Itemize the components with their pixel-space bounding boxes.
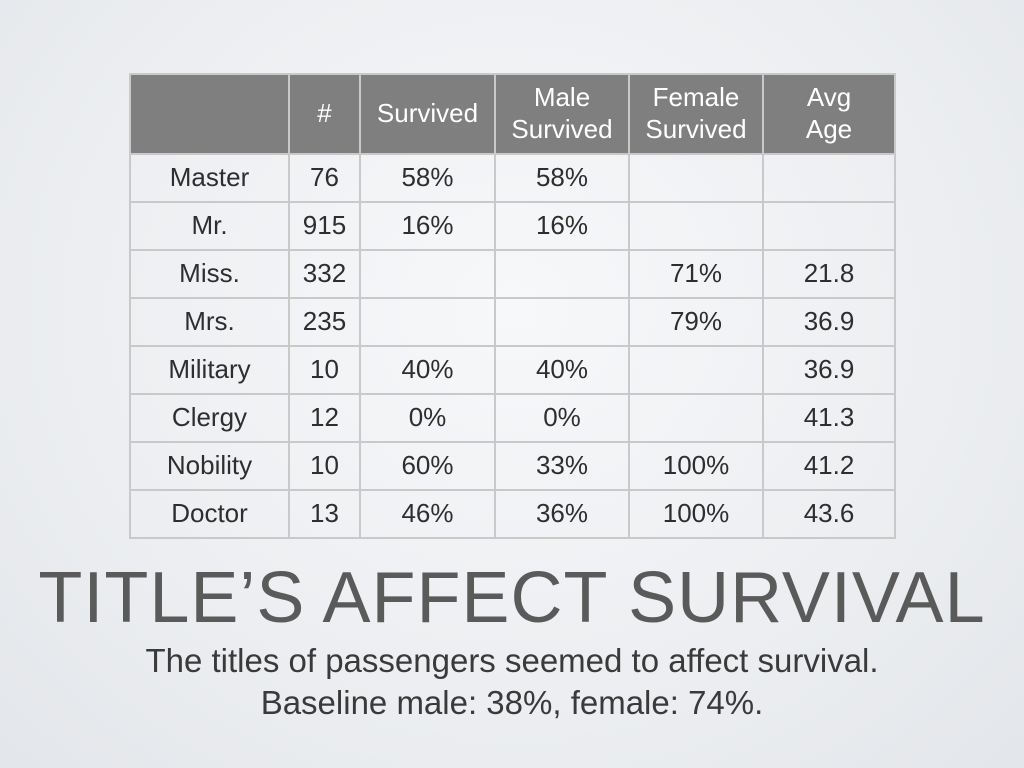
table-cell: 36% <box>494 489 630 539</box>
titles-survival-table: # Survived Male Survived Female Survived Avg Ag… <box>129 73 896 539</box>
table-cell: 21.8 <box>762 249 896 299</box>
table-row: Nobility 10 60% 33% 100% 41.2 <box>129 441 896 491</box>
table-cell: 16% <box>359 201 496 251</box>
table-cell: 16% <box>494 201 630 251</box>
table-row: Doctor 13 46% 36% 100% 43.6 <box>129 489 896 539</box>
table-cell: 100% <box>628 441 764 491</box>
table-cell: 10 <box>288 345 361 395</box>
row-label: Clergy <box>129 393 290 443</box>
table-row: Mr. 915 16% 16% <box>129 201 896 251</box>
table-row: Mrs. 235 79% 36.9 <box>129 297 896 347</box>
column-header-line: Survived <box>511 114 613 144</box>
column-header: Female Survived <box>628 73 764 155</box>
column-header-line: Female <box>652 82 740 113</box>
column-header-line: Survived <box>645 114 747 144</box>
column-header <box>129 73 290 155</box>
table-cell: 235 <box>288 297 361 347</box>
table-cell: 40% <box>359 345 496 395</box>
table-cell <box>628 393 764 443</box>
table-cell: 100% <box>628 489 764 539</box>
slide-subtitle: The titles of passengers seemed to affec… <box>0 640 1024 724</box>
table-cell: 71% <box>628 249 764 299</box>
table-cell: 58% <box>494 153 630 203</box>
table-cell <box>359 297 496 347</box>
table-cell: 13 <box>288 489 361 539</box>
table-cell: 915 <box>288 201 361 251</box>
table-cell <box>762 201 896 251</box>
column-header-line: Survived <box>376 98 479 129</box>
table-cell <box>628 153 764 203</box>
table-cell <box>762 153 896 203</box>
slide-title: TITLE’S AFFECT SURVIVAL <box>38 558 986 638</box>
table-cell: 46% <box>359 489 496 539</box>
table-cell: 36.9 <box>762 345 896 395</box>
column-header: # <box>288 73 361 155</box>
table-cell <box>628 201 764 251</box>
table-cell <box>494 297 630 347</box>
column-header: Survived <box>359 73 496 155</box>
table-cell: 12 <box>288 393 361 443</box>
table-cell: 41.3 <box>762 393 896 443</box>
row-label: Mr. <box>129 201 290 251</box>
subtitle-line-1: The titles of passengers seemed to affec… <box>145 642 879 679</box>
table-cell: 76 <box>288 153 361 203</box>
table-row: Miss. 332 71% 21.8 <box>129 249 896 299</box>
table-cell: 0% <box>359 393 496 443</box>
table-cell: 40% <box>494 345 630 395</box>
column-header-line: Age <box>805 114 853 144</box>
table-row: Military 10 40% 40% 36.9 <box>129 345 896 395</box>
column-header: Avg Age <box>762 73 896 155</box>
table-row: Clergy 12 0% 0% 41.3 <box>129 393 896 443</box>
row-label: Mrs. <box>129 297 290 347</box>
table-cell: 41.2 <box>762 441 896 491</box>
column-header-line: # <box>317 98 332 129</box>
table-cell: 10 <box>288 441 361 491</box>
table-cell <box>359 249 496 299</box>
table-cell: 60% <box>359 441 496 491</box>
table-cell <box>628 345 764 395</box>
column-header-line: Male <box>533 82 591 113</box>
table-cell: 58% <box>359 153 496 203</box>
row-label: Nobility <box>129 441 290 491</box>
table-cell: 79% <box>628 297 764 347</box>
table-row: Master 76 58% 58% <box>129 153 896 203</box>
table-cell <box>494 249 630 299</box>
table-header-row: # Survived Male Survived Female Survived Avg Ag… <box>129 73 896 155</box>
column-header-line: Avg <box>806 82 852 113</box>
row-label: Master <box>129 153 290 203</box>
row-label: Military <box>129 345 290 395</box>
subtitle-line-2: Baseline male: 38%, female: 74%. <box>260 683 764 721</box>
table-cell: 0% <box>494 393 630 443</box>
table-cell: 43.6 <box>762 489 896 539</box>
table-cell: 33% <box>494 441 630 491</box>
table-cell: 332 <box>288 249 361 299</box>
column-header: Male Survived <box>494 73 630 155</box>
row-label: Doctor <box>129 489 290 539</box>
row-label: Miss. <box>129 249 290 299</box>
table-cell: 36.9 <box>762 297 896 347</box>
